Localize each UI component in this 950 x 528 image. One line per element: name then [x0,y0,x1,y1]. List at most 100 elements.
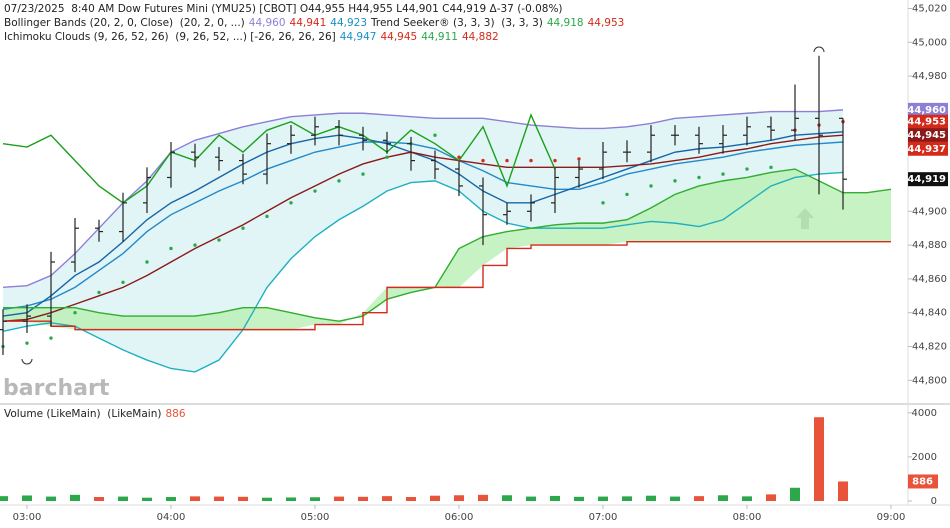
legend-item: Bollinger Bands (20, 2, 0, Close) (20, 2… [4,17,245,29]
volume-bar [718,495,728,501]
price-tag-label: 44,937 [907,144,946,155]
fills [3,109,891,372]
y-tick-label: 45,000 [912,37,947,48]
volume-tag [908,474,938,489]
trend-dot [361,172,365,176]
legend-item: 44,941 [290,17,327,29]
trend-dot [193,243,197,247]
trend-dot [145,260,149,264]
watermark: barchart [3,376,110,401]
price-tag [908,102,948,117]
volume-bar [118,496,128,501]
indicator-line [2,141,844,311]
volume-bar [286,497,296,501]
indicator-line [2,171,844,373]
volume-bar [0,496,8,501]
trend-dot [529,158,533,163]
trend-dot [649,184,653,188]
y-tick-label: 0 [931,496,937,507]
y-tick-label: 44,800 [912,375,947,386]
volume-bar [142,497,152,501]
volume-bar [70,494,80,501]
price-tag [908,114,948,129]
legend-item: Trend Seeker® (3, 3, 3) (3, 3, 3) [370,17,543,29]
y-tick-label: 4000 [912,408,937,419]
y-tick-label: 45,020 [912,3,947,14]
x-tick-label: 07:00 [589,512,618,523]
indicator-line [2,113,556,204]
volume-bar [166,497,176,501]
legend-line: 07/23/2025 8:40 AM Dow Futures Mini (YMU… [4,3,563,15]
trend-dot [481,158,485,163]
y-tick-label: 44,820 [912,342,947,353]
trend-dot [169,246,173,251]
trend-dot [745,167,749,171]
price-tag [908,172,948,187]
trend-dot [385,155,389,159]
trend-dot [433,133,437,137]
trend-dot [553,158,557,163]
trend-dot [313,189,317,193]
trend-dot [49,336,53,340]
volume-bar [646,495,656,501]
trend-dot [697,175,701,180]
legend-item: 44,947 [340,31,377,43]
trend-dot [121,280,125,284]
volume-bar [358,496,368,501]
legend-item: 07/23/2025 8:40 AM Dow Futures Mini (YMU… [4,3,563,15]
trend-dot [265,214,269,219]
volume-bar [814,417,824,501]
legend-item: 44,945 [380,31,417,43]
band-fill [3,169,891,330]
x-tick-label: 04:00 [157,512,186,523]
volume-bar [550,495,560,501]
volume-title-text: Volume (LikeMain) (LikeMain) [4,408,161,420]
volume-bar [790,487,800,501]
trend-dot [601,201,605,205]
price-tag-label: 44,945 [907,130,946,141]
y-tick-label: 44,980 [912,71,947,82]
volume-bar [526,496,536,501]
price-bars [0,55,847,355]
legend-item: 44,918 [547,17,584,29]
trend-dot [289,201,293,205]
x-tick-label: 03:00 [13,512,42,523]
volume-title: Volume (LikeMain) (LikeMain) 886 [4,408,186,420]
volume-bar [622,496,632,501]
legend-item: 44,882 [462,31,499,43]
legend-item: 44,953 [588,17,625,29]
trend-dot [625,192,629,197]
indicator-line [2,134,844,322]
volume-bar [22,495,32,501]
trend-dot [457,155,461,159]
volume-bar [478,494,488,501]
trend-dot [577,157,581,161]
trend-dot [25,341,29,345]
legend-item: 44,960 [249,17,286,29]
y-tick-label: 44,860 [912,274,947,285]
volume-bar [430,495,440,501]
indicator-line [2,109,844,289]
volume-bar [574,496,584,501]
volume-bar [694,496,704,501]
indicator-lines [1,109,892,373]
low-marker [21,358,33,365]
x-tick-label: 06:00 [445,512,474,523]
legend-item: 44,911 [421,31,458,43]
indicator-line [2,131,844,317]
volume-last: 886 [165,408,185,420]
legend-item: 44,923 [330,17,367,29]
band-fill [3,109,843,372]
volume-bar [670,496,680,501]
price-tag-label: 44,960 [907,105,946,116]
high-marker [813,46,825,53]
x-tick-label: 09:00 [877,512,906,523]
trend-dot [769,165,773,170]
volume-bar [598,496,608,501]
price-tag-label: 44,919 [907,174,946,185]
y-tick-label: 44,880 [912,240,947,251]
volume-bar [454,495,464,501]
price-tag-label: 44,953 [907,117,946,128]
volume-bar [838,481,848,501]
